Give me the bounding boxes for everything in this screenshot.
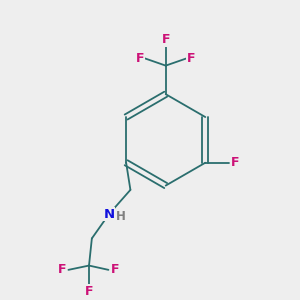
Text: F: F — [58, 263, 66, 276]
Text: F: F — [187, 52, 196, 65]
Text: H: H — [116, 210, 126, 223]
Text: F: F — [231, 156, 239, 169]
Text: F: F — [110, 263, 119, 276]
Text: F: F — [136, 52, 144, 65]
Text: F: F — [85, 285, 93, 298]
Text: F: F — [161, 33, 170, 46]
Text: N: N — [103, 208, 115, 220]
